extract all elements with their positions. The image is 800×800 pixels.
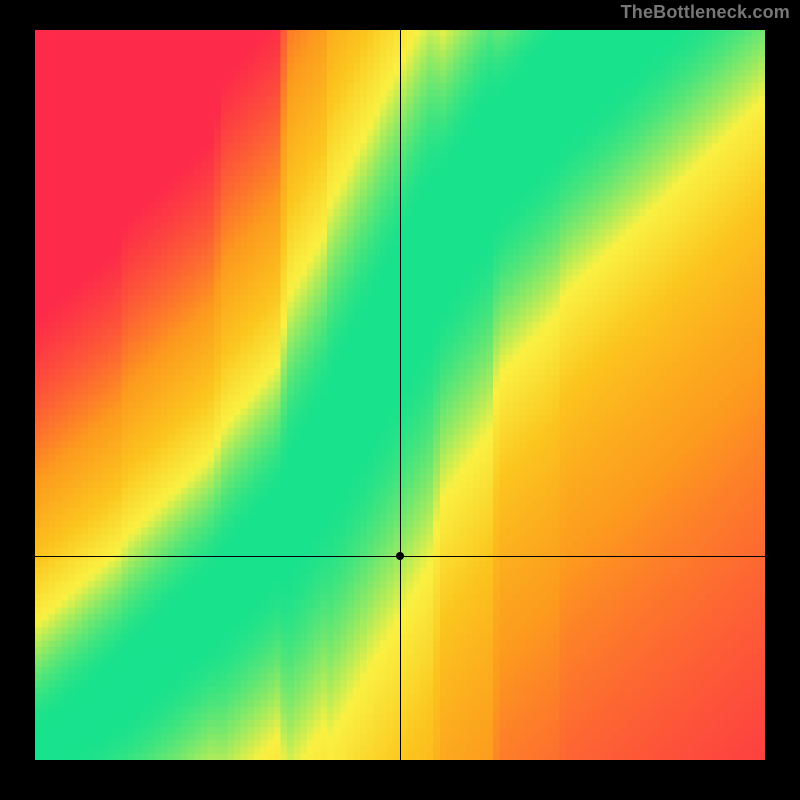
crosshair-vertical-line — [400, 30, 401, 760]
source-attribution: TheBottleneck.com — [621, 2, 790, 23]
heatmap-plot — [35, 30, 765, 760]
crosshair-point — [396, 552, 404, 560]
